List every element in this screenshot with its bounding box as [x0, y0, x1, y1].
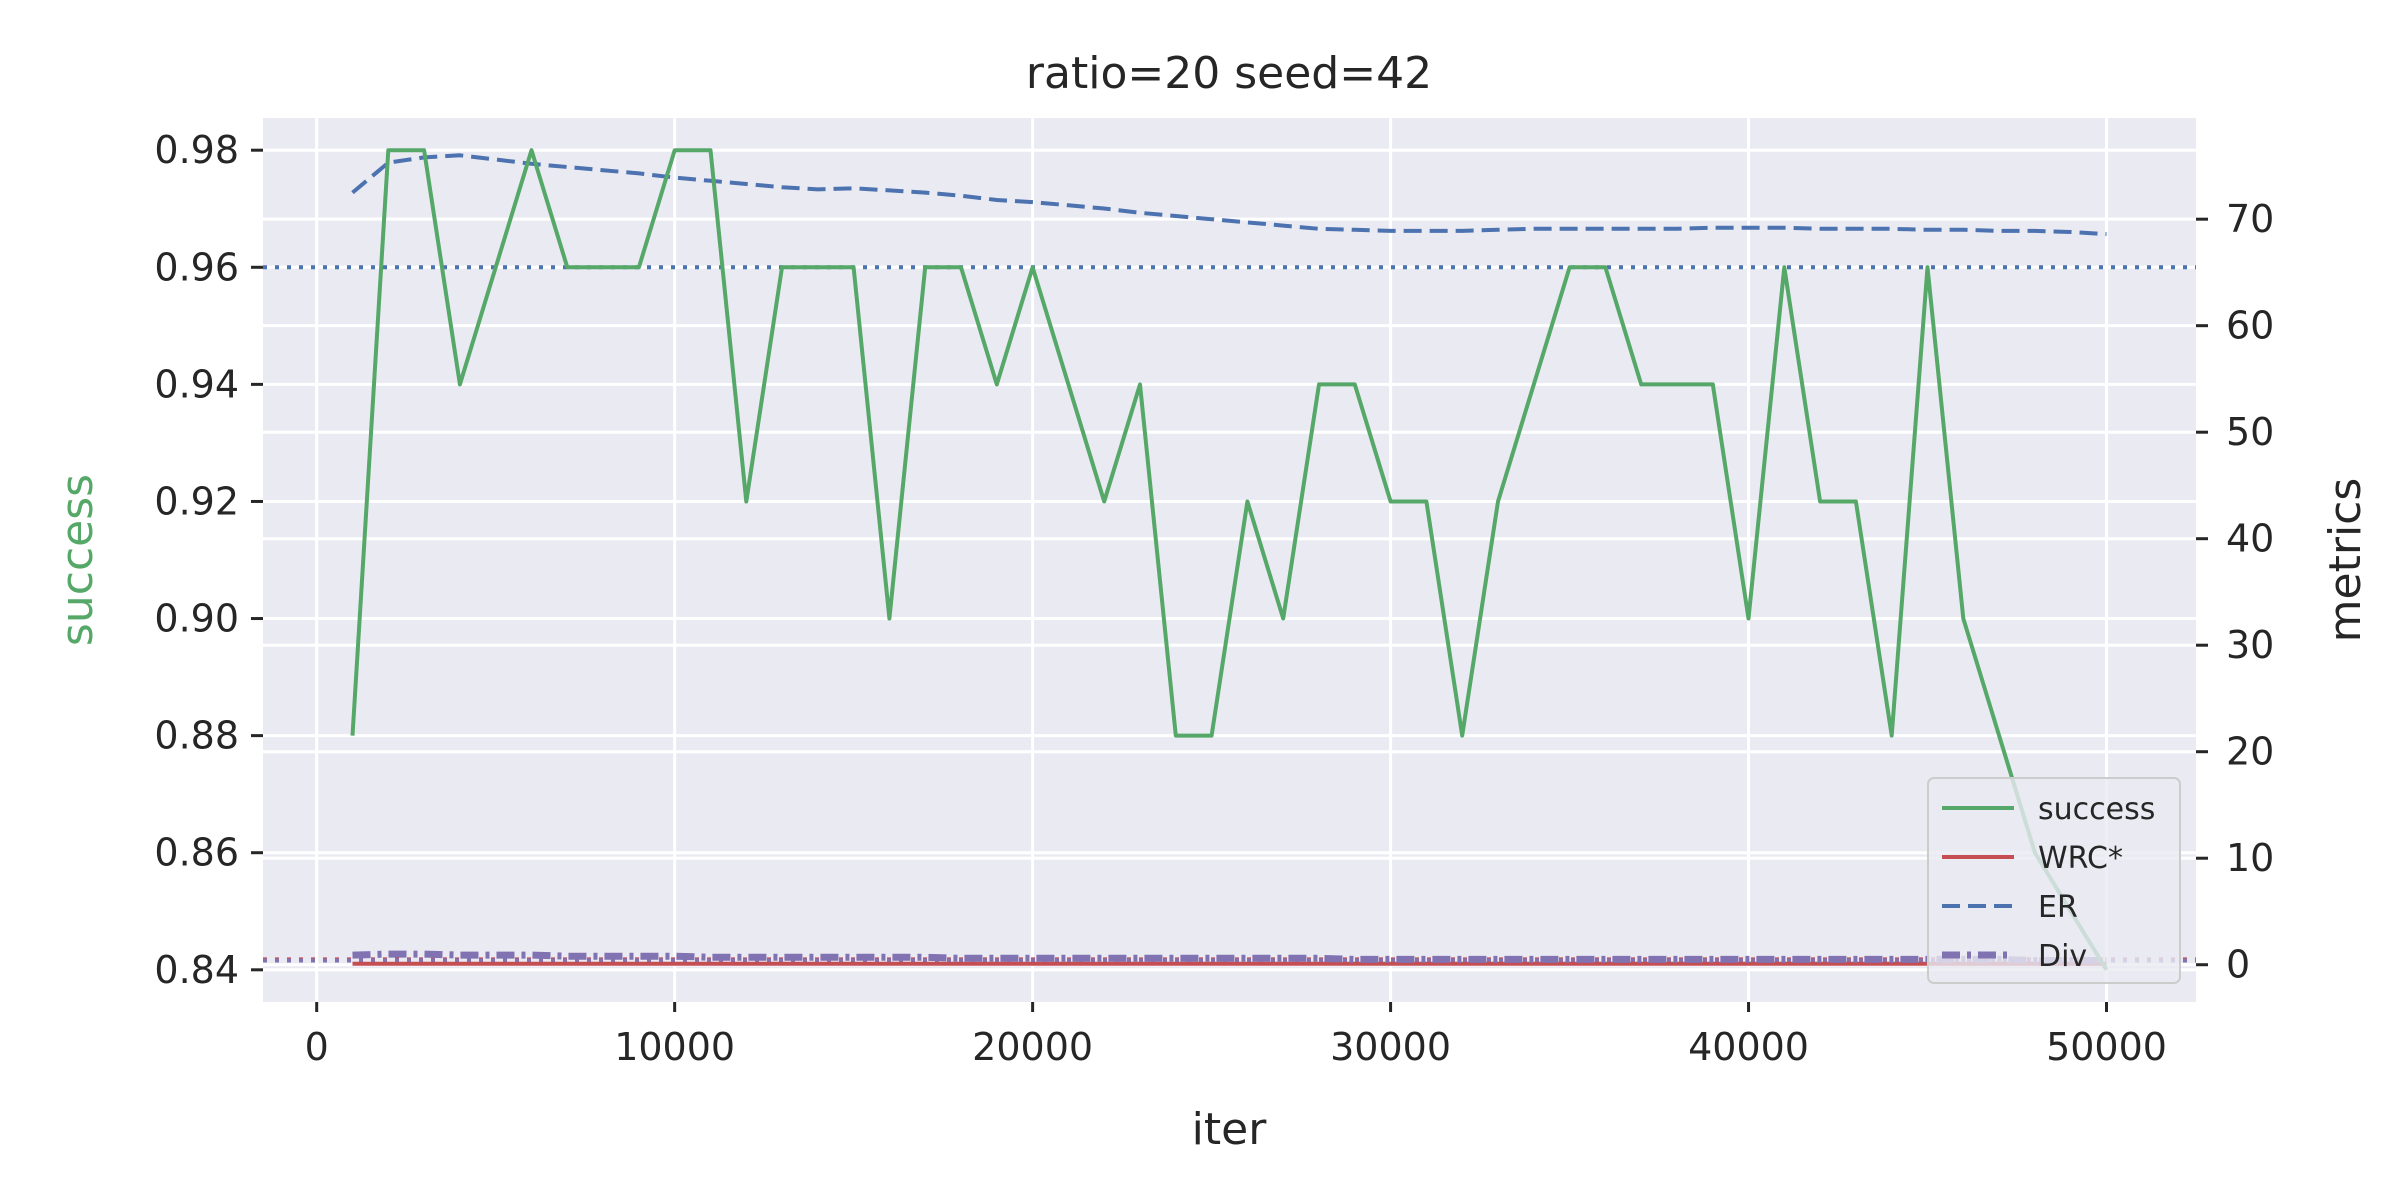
legend-label: success: [2038, 792, 2155, 827]
x-tick-label: 30000: [1330, 1025, 1451, 1069]
series-line-success: [350, 148, 2109, 971]
y-right-tick-label: 20: [2226, 730, 2274, 774]
chart-title: ratio=20 seed=42: [1026, 48, 1432, 99]
legend-label: ER: [2038, 890, 2078, 925]
legend: success WRC* ER Div: [1927, 777, 2181, 984]
series-line-er: [351, 153, 2107, 237]
series-group: [350, 148, 2109, 971]
y-right-tick-label: 70: [2226, 197, 2274, 241]
x-tick-label: 20000: [972, 1025, 1093, 1069]
y-axis-left-label: success: [52, 474, 103, 646]
y-left-tick-label: 0.90: [154, 597, 239, 641]
y-right-tick-label: 40: [2226, 517, 2274, 561]
x-tick-label: 50000: [2046, 1025, 2167, 1069]
y-left-tick-label: 0.86: [154, 831, 239, 875]
legend-label: Div: [2038, 939, 2087, 974]
legend-label: WRC*: [2038, 841, 2123, 876]
y-right-tick-label: 60: [2226, 304, 2274, 348]
y-left-tick-label: 0.96: [154, 245, 239, 289]
x-tick-label: 10000: [614, 1025, 735, 1069]
series-line-div: [352, 950, 2107, 964]
y-right-tick-label: 50: [2226, 410, 2274, 454]
y-left-tick-label: 0.94: [154, 362, 239, 406]
y-axis-right-label: metrics: [2320, 478, 2371, 643]
y-right-tick-label: 30: [2226, 623, 2274, 667]
legend-box: [1927, 777, 2181, 984]
y-left-tick-label: 0.92: [154, 479, 239, 523]
x-axis-label: iter: [1192, 1104, 1268, 1155]
axes: 0 10000 20000 30000 40000 50000 0.84 0.86 0.88 0.…: [154, 128, 2274, 1069]
y-left-tick-label: 0.84: [154, 948, 239, 992]
x-tick-label: 0: [305, 1025, 329, 1069]
y-right-tick-label: 0: [2226, 943, 2250, 987]
y-left-tick-label: 0.88: [154, 714, 239, 758]
y-right-tick-label: 10: [2226, 836, 2274, 880]
y-left-tick-label: 0.98: [154, 128, 239, 172]
x-tick-label: 40000: [1688, 1025, 1809, 1069]
